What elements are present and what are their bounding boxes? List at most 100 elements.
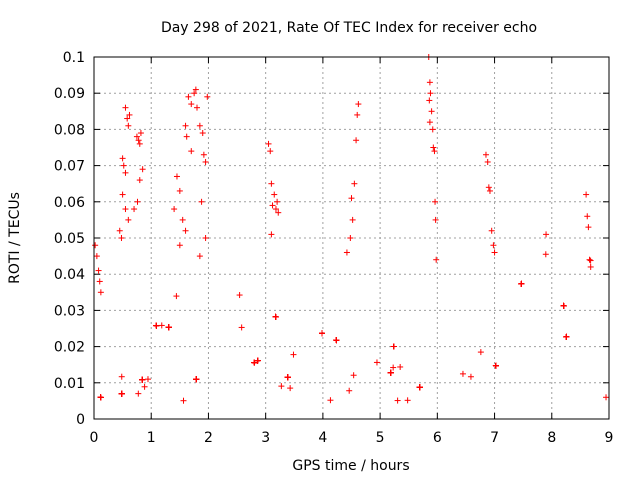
data-point (135, 137, 142, 144)
data-point (488, 227, 495, 234)
data-point (430, 144, 437, 151)
data-point (269, 202, 276, 209)
data-point (137, 130, 144, 137)
data-point (265, 140, 272, 147)
data-point (586, 256, 593, 263)
data-point (275, 209, 282, 216)
data-point (351, 180, 358, 187)
data-point (136, 177, 143, 184)
data-point (491, 249, 498, 256)
data-point (543, 231, 550, 238)
x-tick-label: 1 (147, 430, 156, 446)
data-point (93, 253, 100, 260)
data-point (204, 93, 211, 100)
x-tick-label: 6 (433, 430, 442, 446)
x-tick-label: 8 (547, 430, 556, 446)
data-point (188, 101, 195, 108)
y-tick-label: 0.05 (54, 231, 85, 247)
data-point (144, 376, 151, 383)
data-point (136, 140, 143, 147)
data-point (194, 104, 200, 111)
data-point (92, 242, 99, 249)
data-point (387, 369, 394, 376)
data-point (182, 227, 189, 234)
data-point (236, 292, 243, 299)
data-point (467, 373, 474, 380)
data-point (199, 130, 206, 137)
data-point (284, 374, 291, 381)
data-point (119, 191, 126, 198)
data-point (432, 216, 439, 223)
data-point (120, 162, 127, 169)
data-point (125, 122, 132, 129)
data-point (131, 206, 138, 213)
data-point (492, 362, 499, 369)
data-point (238, 324, 245, 331)
data-point (287, 385, 294, 392)
data-point (141, 383, 148, 390)
data-point (126, 111, 133, 118)
data-point (95, 267, 102, 274)
x-tick-label: 0 (90, 430, 99, 446)
data-point (563, 333, 570, 340)
data-point (583, 191, 590, 198)
data-point (118, 390, 125, 397)
data-point (587, 263, 594, 270)
data-point (139, 376, 146, 383)
data-point (134, 198, 141, 205)
data-point (182, 122, 189, 129)
data-point (278, 383, 285, 390)
data-point (290, 351, 297, 358)
data-point (426, 79, 433, 86)
data-point (354, 111, 361, 118)
data-point (173, 293, 180, 300)
data-point (333, 337, 340, 344)
x-tick-label: 7 (490, 430, 499, 446)
y-tick-label: 0.01 (54, 376, 85, 392)
data-point (176, 187, 183, 194)
data-point (124, 115, 131, 122)
data-point (585, 224, 592, 231)
data-point (122, 169, 129, 176)
data-point (251, 359, 258, 366)
data-point (267, 148, 274, 155)
data-point (176, 242, 183, 249)
data-point (96, 278, 103, 285)
data-point (196, 253, 203, 260)
data-point (347, 235, 354, 241)
data-point (431, 148, 438, 155)
data-point (584, 213, 591, 220)
data-point (327, 397, 334, 404)
data-point (272, 206, 279, 213)
data-point (268, 231, 275, 238)
data-point (118, 235, 125, 241)
grid-lines (94, 57, 609, 419)
x-tick-label: 3 (261, 430, 270, 446)
y-tick-label: 0.07 (54, 159, 85, 175)
data-point (518, 280, 525, 287)
data-point (125, 216, 132, 223)
data-point (179, 216, 186, 223)
axis-ticks: 0 1 2 3 4 5 6 7 8 9 0 0.01 0.02 0.03 0.04 0.05 0.06 0.07 0… (54, 50, 614, 446)
data-point (192, 86, 199, 93)
data-point (390, 343, 397, 350)
data-point (122, 104, 129, 111)
data-point (350, 372, 357, 379)
x-tick-label: 4 (318, 430, 327, 446)
data-point (397, 363, 404, 370)
data-point (271, 191, 278, 198)
data-point (193, 376, 200, 383)
x-tick-label: 2 (204, 430, 213, 446)
data-point (349, 216, 356, 223)
data-point (202, 158, 209, 165)
chart-title: Day 298 of 2021, Rate Of TEC Index for r… (161, 20, 537, 36)
data-point (490, 242, 497, 249)
data-point (272, 313, 279, 320)
data-point (373, 359, 380, 366)
data-point (390, 364, 397, 371)
data-point (180, 397, 187, 404)
data-point (343, 249, 350, 256)
data-point (353, 137, 360, 144)
data-point (459, 370, 466, 377)
data-point (319, 330, 326, 337)
